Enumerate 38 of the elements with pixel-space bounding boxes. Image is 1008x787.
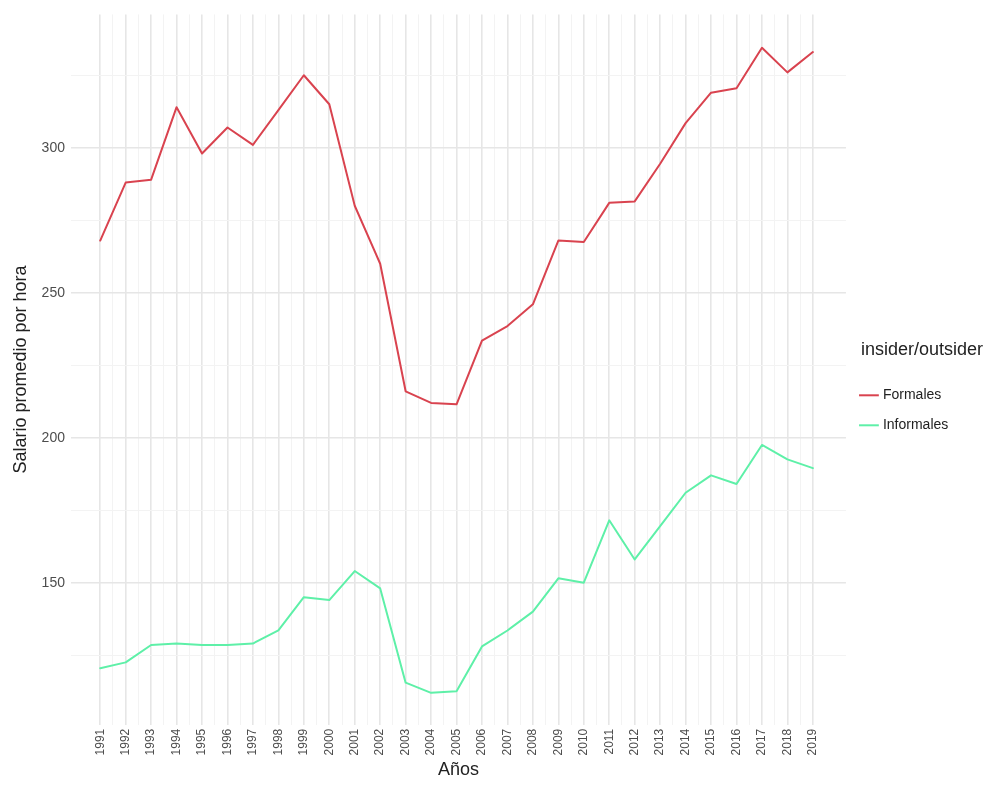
x-tick-label: 1992 bbox=[117, 728, 132, 756]
legend-label: Informales bbox=[882, 416, 949, 433]
legend-label: Formales bbox=[882, 386, 942, 403]
x-tick-label: 1999 bbox=[296, 728, 311, 756]
x-tick-label: 2005 bbox=[448, 728, 463, 756]
x-tick-label: 1994 bbox=[168, 728, 183, 756]
x-axis-title: Años bbox=[437, 759, 479, 780]
x-tick-label: 2015 bbox=[703, 728, 718, 756]
x-tick-label: 1996 bbox=[219, 728, 234, 756]
x-tick-label: 2018 bbox=[779, 728, 794, 756]
x-tick-label: 2007 bbox=[499, 728, 514, 756]
x-tick-label: 2010 bbox=[576, 728, 591, 756]
x-tick-label: 2019 bbox=[805, 728, 820, 756]
x-tick-label: 2016 bbox=[728, 728, 743, 756]
y-tick-label: 300 bbox=[41, 138, 66, 155]
x-tick-label: 2011 bbox=[601, 728, 616, 755]
y-axis-title: Salario promedio por hora bbox=[9, 264, 30, 474]
x-tick-label: 2013 bbox=[652, 728, 667, 756]
y-tick-label: 250 bbox=[41, 283, 66, 300]
x-tick-label: 2009 bbox=[550, 728, 565, 756]
x-tick-label: 1997 bbox=[245, 728, 260, 756]
x-tick-label: 2002 bbox=[372, 728, 387, 756]
x-tick-label: 2012 bbox=[627, 728, 642, 756]
x-tick-label: 2017 bbox=[754, 728, 769, 756]
x-tick-label: 2003 bbox=[397, 728, 412, 756]
x-tick-label: 2000 bbox=[321, 728, 336, 756]
x-tick-label: 2014 bbox=[677, 728, 692, 756]
y-tick-label: 150 bbox=[41, 573, 66, 590]
y-tick-label: 200 bbox=[41, 428, 66, 445]
x-tick-label: 2008 bbox=[525, 728, 540, 756]
x-tick-label: 2004 bbox=[423, 728, 438, 756]
x-tick-label: 1993 bbox=[143, 728, 158, 756]
x-tick-label: 1991 bbox=[92, 728, 107, 756]
x-tick-label: 2006 bbox=[474, 728, 489, 756]
x-tick-label: 1998 bbox=[270, 728, 285, 756]
legend-title: insider/outsider bbox=[860, 338, 984, 359]
x-tick-label: 1995 bbox=[194, 728, 209, 756]
x-tick-label: 2001 bbox=[347, 728, 362, 756]
